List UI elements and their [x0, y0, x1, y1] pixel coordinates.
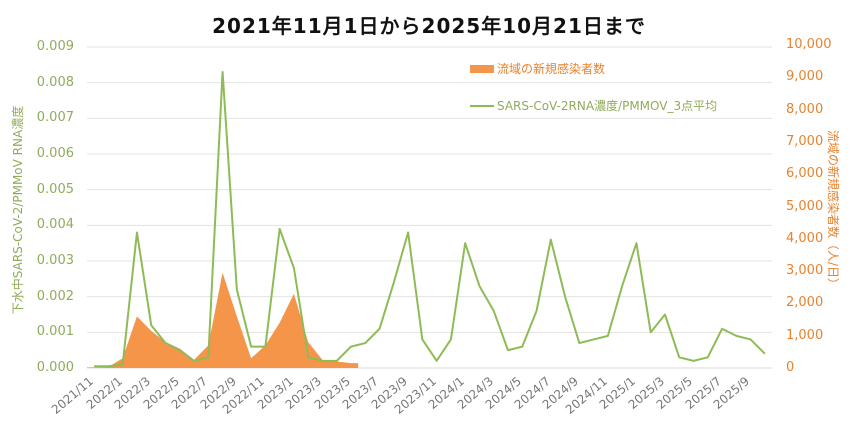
y-tick-left: 0.000	[36, 360, 74, 375]
legend-label-rna: SARS-CoV-2RNA濃度/PMMOV_3点平均	[497, 99, 718, 113]
y-tick-left: 0.006	[36, 146, 74, 161]
y-tick-right: 1,000	[786, 327, 824, 343]
y-tick-right: 3,000	[786, 263, 824, 279]
y-tick-left: 0.008	[36, 74, 74, 90]
cases-bars	[87, 272, 359, 368]
y-tick-left: 0.004	[36, 217, 74, 233]
chart-title: 2021年11月1日から2025年10月21日まで	[212, 14, 646, 38]
bar-swatch-icon	[470, 64, 494, 73]
y-tick-right: 2,000	[786, 295, 824, 311]
legend-item-cases: 流域の新規感染者数	[470, 60, 605, 77]
y-tick-right: 5,000	[786, 198, 824, 214]
y-tick-left: 0.009	[36, 39, 74, 54]
rna-line	[94, 70, 766, 368]
y-tick-left: 0.003	[36, 253, 74, 268]
y-tick-right: 6,000	[786, 166, 824, 182]
y-tick-left: 0.007	[36, 110, 74, 126]
y-tick-right: 9,000	[786, 69, 824, 85]
y-tick-left: 0.002	[36, 288, 74, 304]
y-axis-left-label: 下水中SARS-CoV-2/PMMoV RNA濃度	[11, 105, 25, 315]
y-tick-right: 8,000	[786, 101, 824, 117]
y-tick-right: 4,000	[786, 230, 824, 246]
legend-label-cases: 流域の新規感染者数	[497, 62, 606, 76]
y-tick-left: 0.005	[36, 181, 74, 197]
line-swatch-icon	[470, 104, 494, 107]
y-axis-right-label: 流域の新規感染者数（人/日）	[826, 129, 840, 291]
y-tick-right: 7,000	[786, 133, 824, 149]
y-tick-left: 0.001	[36, 324, 74, 340]
legend-item-rna: SARS-CoV-2RNA濃度/PMMOV_3点平均	[470, 97, 717, 114]
y-tick-right: 10,000	[786, 37, 832, 52]
y-tick-right: 0	[786, 360, 795, 375]
